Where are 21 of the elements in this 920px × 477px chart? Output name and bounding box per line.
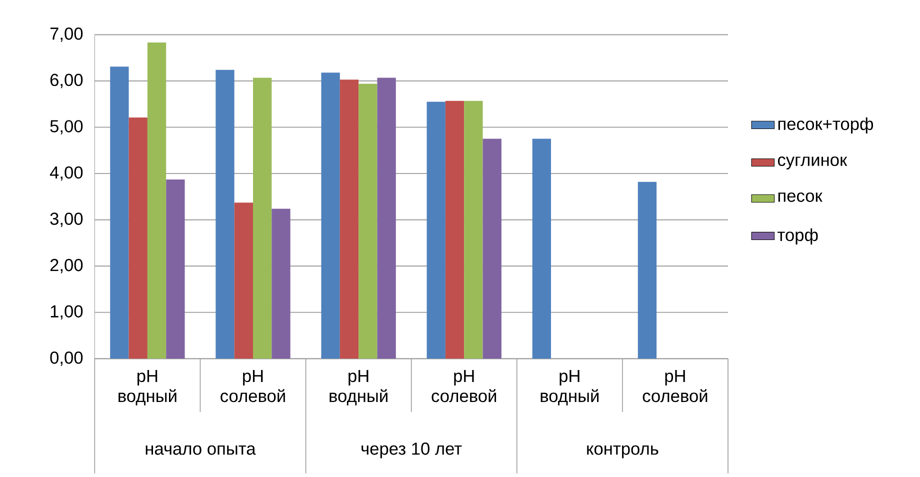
y-tick-label: 3,00 <box>50 212 83 227</box>
y-tick-label: 7,00 <box>50 27 83 42</box>
text: начало опыта <box>146 445 256 455</box>
legend-label: песок+торф <box>778 117 874 134</box>
x-tick-label: pH водный <box>330 370 388 406</box>
y-tick-label: 2,00 <box>50 258 83 274</box>
x-tick-label: pH солевой <box>432 370 496 402</box>
legend-label: песок <box>778 192 822 202</box>
x-tick-label: pH солевой <box>642 370 708 402</box>
x-tick-label: pH солевой <box>220 370 285 402</box>
x-tick-label: pH водный <box>540 370 599 406</box>
y-tick-label: 1,00 <box>50 305 83 320</box>
y-tick-label: 6,00 <box>50 74 83 88</box>
y-tick-label: 0,00 <box>50 351 83 366</box>
text: через 10 лет <box>362 442 462 458</box>
y-tick-label: 5,00 <box>50 120 83 134</box>
legend-label: торф <box>778 228 818 244</box>
text: контроль <box>587 445 658 458</box>
x-tick-label: pH водный <box>118 370 176 406</box>
legend-label: суглинок <box>778 156 848 170</box>
y-tick-label: 4,00 <box>50 166 83 181</box>
